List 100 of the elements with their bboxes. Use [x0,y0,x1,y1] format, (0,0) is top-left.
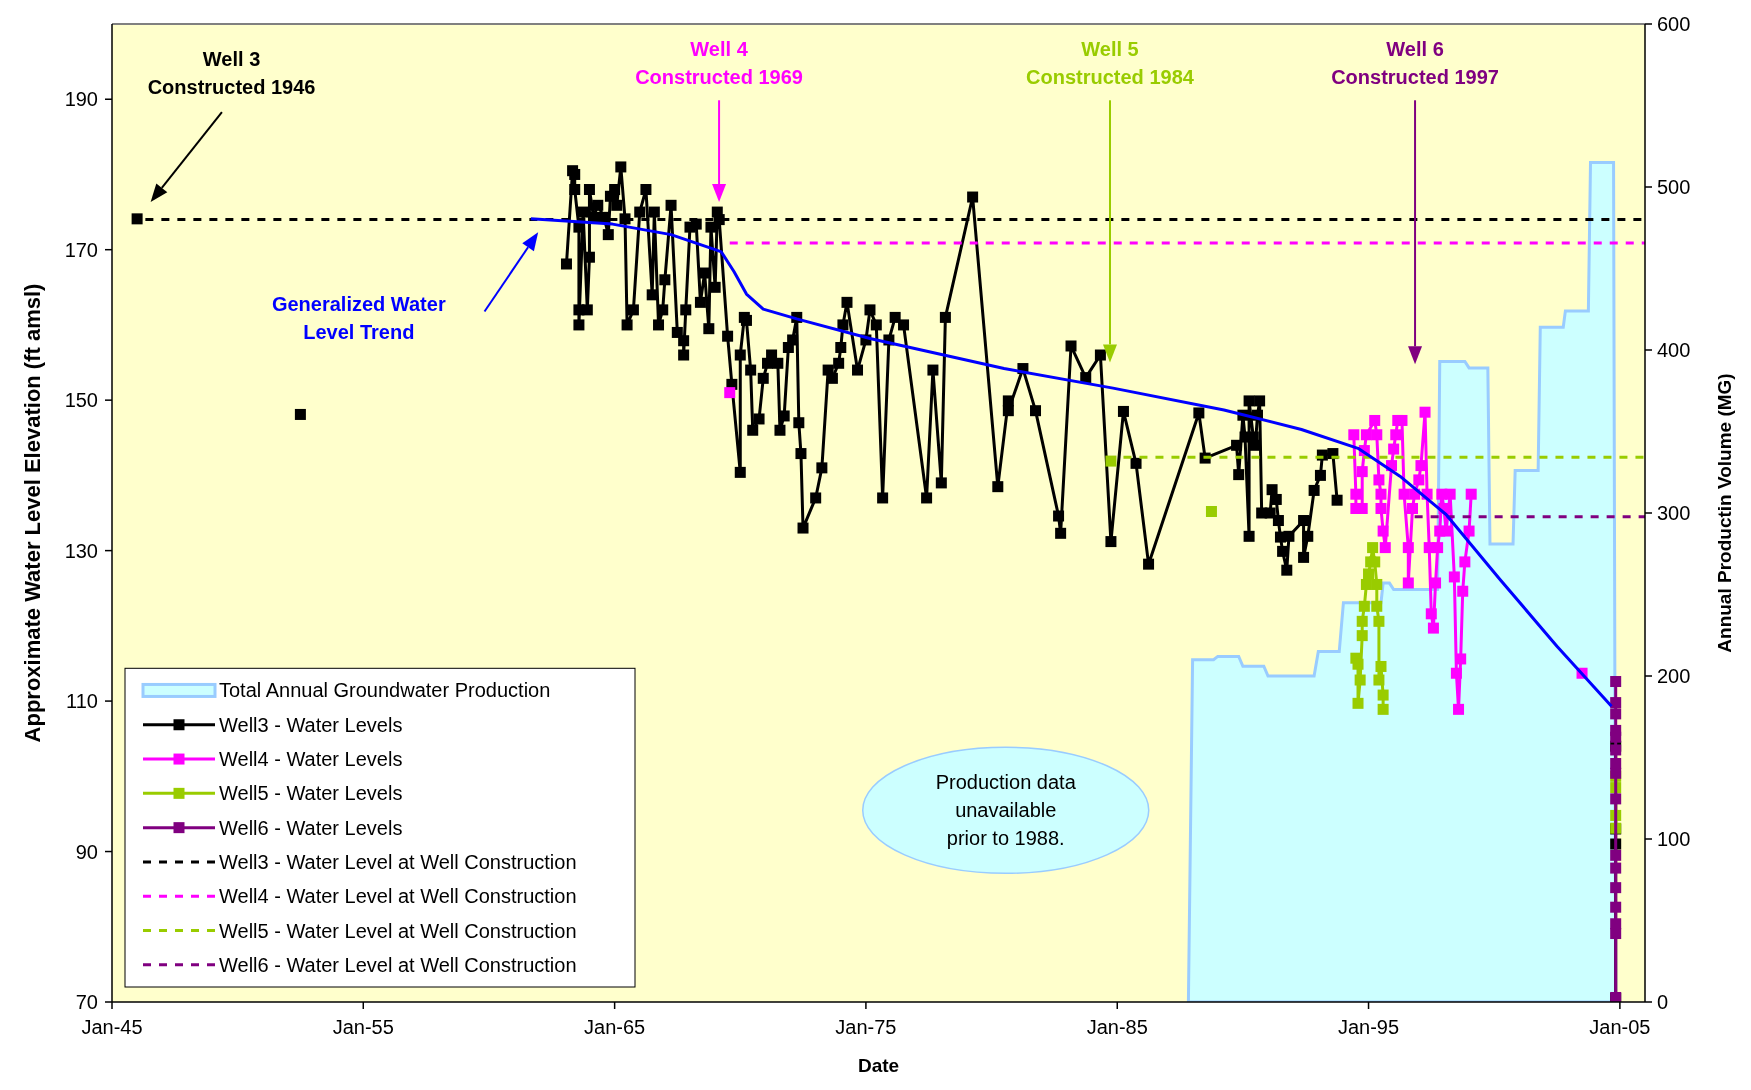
y-tick-label: 170 [64,238,98,261]
point [1205,506,1217,517]
point [1610,901,1622,913]
point [1459,556,1471,568]
legend-label: Well5 - Water Levels [219,782,403,805]
point [1448,571,1460,583]
point [1356,466,1368,478]
point [1396,414,1408,426]
y-tick-label: 190 [64,88,98,111]
annotation: Well 4 Constructed 1969 [635,38,803,89]
point [1358,600,1370,612]
point [1390,429,1402,441]
point [1419,406,1431,418]
point [1457,585,1469,597]
annotation: Production data unavailable prior to 1988. [935,771,1077,850]
point [1367,542,1379,554]
point [1610,708,1622,720]
point [1610,758,1622,770]
point [1398,488,1410,500]
x-tick-label: Jan-55 [332,1016,394,1038]
legend-label: Well5 - Water Level at Well Construction [219,919,577,942]
legend-label: Total Annual Groundwater Production [219,679,551,702]
point [1610,849,1622,861]
point [1375,488,1387,500]
point [1610,862,1622,874]
point [1610,882,1622,894]
point [1354,674,1366,686]
point [1377,525,1389,537]
point [724,387,736,399]
point [1463,525,1475,537]
y2-tick-label: 600 [1657,13,1691,35]
annotation: Well 6 Constructed 1997 [1331,38,1499,89]
point [1360,578,1372,590]
point [1356,630,1368,642]
y-tick-label: 70 [75,991,98,1013]
point [1440,525,1452,537]
point [1610,793,1622,805]
annotation: Generalized Water Level Trend [271,292,446,343]
point [1348,429,1360,441]
x-tick-label: Jan-95 [1337,1016,1400,1038]
point [1360,429,1372,441]
point [1413,474,1425,486]
point [1375,502,1387,514]
annotation: Well 5 Constructed 1984 [1026,38,1195,89]
point [1375,660,1387,672]
y2-tick-label: 500 [1657,176,1691,198]
y2-tick-label: 100 [1657,828,1691,850]
point [1610,697,1622,709]
legend-label: Well6 - Water Levels [219,816,403,839]
point [1450,667,1462,679]
point [1610,928,1622,940]
point [1356,615,1368,627]
y2-tick-label: 400 [1657,339,1691,361]
point [1371,600,1383,612]
legend-label: Well3 - Water Levels [219,713,403,736]
point [1352,697,1364,709]
x-tick-label: Jan-05 [1589,1016,1651,1038]
y-tick-label: 150 [64,389,98,412]
point [1373,615,1385,627]
legend-label: Well4 - Water Levels [219,748,403,771]
legend-label: Well6 - Water Level at Well Construction [219,953,577,976]
x-tick-label: Jan-45 [81,1016,143,1038]
point [1379,542,1391,554]
legend-label: Well3 - Water Level at Well Construction [219,850,577,873]
point [1425,608,1437,620]
point [1371,429,1383,441]
x-tick-label: Jan-75 [835,1016,897,1038]
y-tick-label: 130 [64,539,98,562]
point [1430,577,1442,589]
annotation: Well 3 Constructed 1946 [147,48,316,99]
y-tick-label: 110 [66,690,98,713]
point [1402,577,1414,589]
point [1407,502,1418,514]
point [1453,703,1465,715]
point [1369,414,1381,426]
point [1352,658,1364,670]
point [1350,488,1362,500]
y-axis-title: Approximate Water Level Elevation (ft amsl) [20,283,45,743]
x-tick-label: Jan-85 [1086,1016,1148,1038]
point [1377,703,1389,715]
legend-label: Well4 - Water Level at Well Construction [219,885,577,908]
point [1105,455,1117,467]
point [1373,474,1385,486]
point [1610,918,1622,930]
y-tick-label: 90 [75,840,98,863]
point [1369,556,1381,568]
y2-tick-label: 0 [1657,991,1669,1013]
point [1465,488,1477,500]
y2-axis-title: Annual Productin Volume (MG) [1714,373,1735,653]
point [1402,542,1414,554]
point [1371,578,1383,590]
point [1388,443,1400,455]
x-tick-label: Jan-65 [584,1016,646,1038]
point [1444,488,1456,500]
point [1610,744,1622,756]
y2-tick-label: 200 [1657,665,1691,687]
y2-tick-label: 300 [1657,502,1691,524]
point [1610,731,1622,743]
point [1377,689,1389,701]
point [1610,676,1622,688]
